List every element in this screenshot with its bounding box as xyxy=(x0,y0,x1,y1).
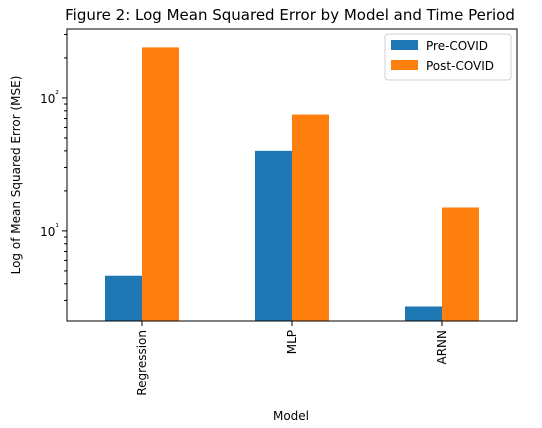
y-axis: 10¹ 10² xyxy=(40,34,67,301)
y-tick-label: 10² xyxy=(40,90,59,106)
chart-title: Figure 2: Log Mean Squared Error by Mode… xyxy=(65,6,515,24)
x-axis: Regression MLP ARNN xyxy=(135,321,449,396)
bar-pre-covid-arnn xyxy=(405,306,442,321)
bars-group xyxy=(105,47,479,321)
x-tick-label: ARNN xyxy=(435,330,449,365)
bar-pre-covid-regression xyxy=(105,275,142,321)
x-axis-label: Model xyxy=(273,409,309,423)
x-tick-label: Regression xyxy=(135,330,149,396)
legend-label: Post-COVID xyxy=(426,59,494,73)
bar-pre-covid-mlp xyxy=(255,150,292,321)
bar-post-covid-regression xyxy=(142,47,179,321)
y-tick-label: 10¹ xyxy=(40,223,59,239)
legend-swatch xyxy=(391,60,418,70)
y-axis-label: Log of Mean Squared Error (MSE) xyxy=(9,76,23,275)
legend-swatch xyxy=(391,40,418,50)
legend: Pre-COVID Post-COVID xyxy=(384,33,512,81)
legend-label: Pre-COVID xyxy=(426,39,488,53)
bar-post-covid-arnn xyxy=(442,207,479,321)
x-tick-label: MLP xyxy=(285,330,299,354)
bar-post-covid-mlp xyxy=(292,114,329,321)
